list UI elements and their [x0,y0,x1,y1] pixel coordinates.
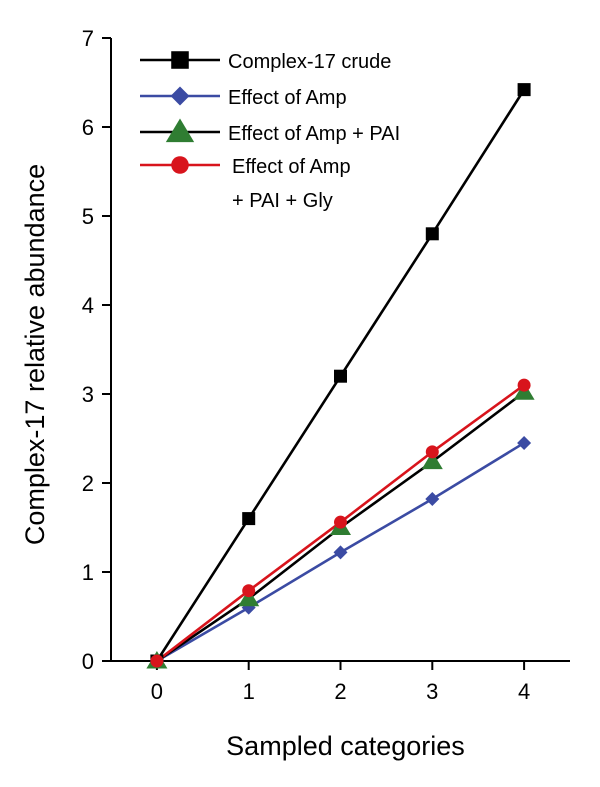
legend-item: Complex-17 crude [140,51,391,73]
x-tick-label: 4 [518,679,530,704]
circle-marker [242,584,256,598]
circle-marker [150,654,164,668]
y-tick-label: 3 [82,382,94,407]
x-tick-label: 3 [426,679,438,704]
diamond-marker [170,86,190,106]
y-tick-label: 1 [82,560,94,585]
triangle-marker [421,451,443,470]
legend-item: Effect of Amp [140,86,347,109]
legend-item: Effect of Amp + PAI + Gly [140,156,351,212]
series-markers-4 [150,378,531,668]
x-tick-label: 0 [151,679,163,704]
triangle-marker [238,588,260,607]
triangle-marker [165,118,195,143]
series-markers [146,83,535,669]
square-marker [517,83,531,97]
legend-label: + PAI + Gly [232,190,333,212]
y-axis-title: Complex-17 relative abundance [20,164,50,545]
x-tick-label: 1 [243,679,255,704]
legend-item: Effect of Amp + PAI [140,118,400,145]
circle-marker [171,156,189,174]
circle-marker [425,445,439,459]
diamond-marker [425,492,440,507]
circle-marker [334,515,347,529]
y-tick-label: 5 [82,204,94,229]
legend-label: Effect of Amp [232,156,351,178]
circle-marker [517,378,531,392]
square-marker [334,369,347,383]
y-ticks: 0 1 2 3 4 5 6 7 [82,26,111,674]
legend-label: Effect of Amp + PAI [228,123,400,145]
square-marker [425,227,439,241]
diamond-marker [517,435,532,450]
legend-label: Effect of Amp [228,87,347,109]
y-tick-label: 0 [82,649,94,674]
diamond-marker [333,545,348,560]
x-ticks: 0 1 2 3 4 [151,661,530,704]
square-marker [171,51,189,69]
y-tick-label: 7 [82,26,94,51]
x-axis-title: Sampled categories [226,731,465,761]
y-tick-label: 6 [82,115,94,140]
x-tick-label: 2 [334,679,346,704]
legend-label: Complex-17 crude [228,51,391,73]
y-tick-label: 2 [82,471,94,496]
square-marker [242,512,256,526]
y-tick-label: 4 [82,293,94,318]
